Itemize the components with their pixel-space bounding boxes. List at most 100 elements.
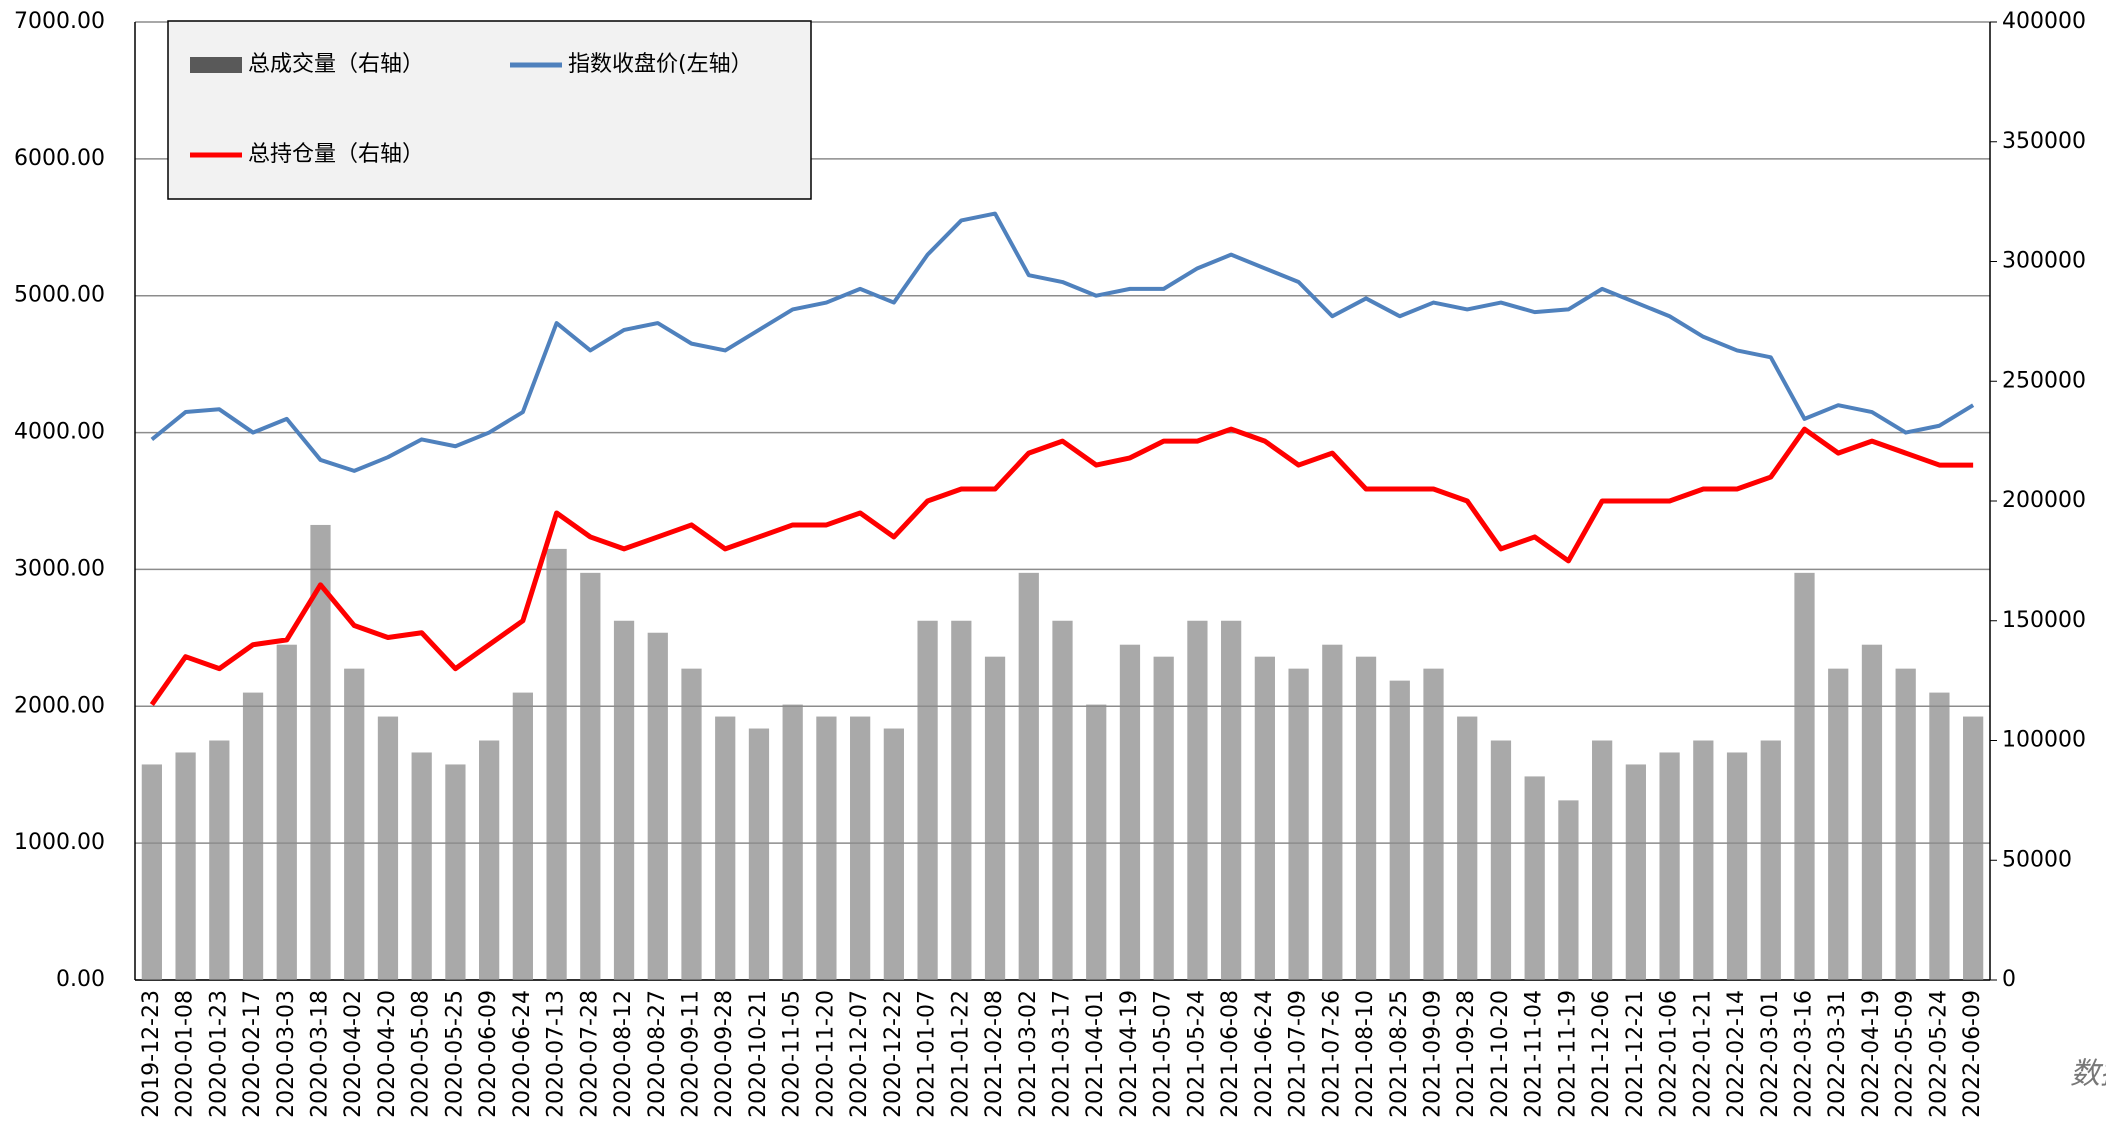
volume-bar — [1153, 656, 1174, 980]
volume-bar — [377, 716, 399, 980]
volume-bar — [1794, 572, 1815, 980]
x-tick-label: 2022-03-01 — [1758, 990, 1783, 1118]
y-tick-label: 1000.00 — [14, 830, 105, 855]
x-tick-label: 2021-12-21 — [1623, 990, 1648, 1118]
volume-bar — [1524, 776, 1545, 980]
x-tick-label: 2021-04-01 — [1083, 990, 1108, 1118]
y2-tick-label: 350000 — [2002, 129, 2086, 154]
volume-bar — [1929, 692, 1950, 980]
x-tick-label: 2020-07-13 — [544, 990, 569, 1118]
volume-bar — [715, 716, 736, 980]
volume-bar — [1963, 716, 1984, 980]
volume-bar — [1828, 668, 1849, 980]
volume-bar — [816, 716, 837, 980]
x-tick-label: 2021-08-10 — [1353, 990, 1378, 1118]
y2-tick-label: 0 — [2002, 967, 2016, 992]
y-tick-label: 6000.00 — [14, 146, 105, 171]
x-tick-label: 2019-12-23 — [139, 990, 164, 1118]
volume-bar — [984, 656, 1006, 980]
volume-bar — [580, 572, 601, 980]
volume-bar — [1288, 668, 1309, 980]
volume-bar — [411, 752, 432, 980]
x-tick-label: 2020-02-17 — [240, 990, 265, 1118]
series-line — [149, 426, 1974, 707]
x-tick-label: 2020-03-18 — [308, 990, 333, 1118]
series-line — [150, 211, 1975, 473]
volume-bar — [1423, 668, 1444, 980]
volume-bar — [209, 740, 230, 980]
x-tick-label: 2021-05-07 — [1151, 990, 1176, 1118]
x-tick-label: 2020-08-27 — [645, 990, 670, 1118]
volume-bar — [175, 752, 196, 980]
y-tick-label: 4000.00 — [14, 420, 105, 445]
volume-bar — [883, 728, 904, 980]
x-tick-label: 2021-09-28 — [1454, 990, 1479, 1118]
volume-bar — [1355, 656, 1377, 980]
volume-bar — [344, 668, 365, 980]
volume-bar — [681, 668, 702, 980]
y-tick-label: 7000.00 — [14, 9, 105, 34]
x-tick-label: 2022-01-21 — [1690, 990, 1715, 1118]
x-tick-label: 2021-02-08 — [982, 990, 1007, 1118]
volume-bar — [1625, 764, 1646, 980]
volume-bar — [917, 620, 938, 980]
volume-bar — [1895, 668, 1916, 980]
x-tick-label: 2021-11-04 — [1522, 990, 1547, 1118]
volume-bar — [1389, 680, 1410, 980]
volume-bar — [276, 644, 297, 980]
y2-tick-label: 200000 — [2002, 488, 2086, 513]
legend-box — [167, 20, 812, 200]
x-tick-label: 2020-09-28 — [712, 990, 737, 1118]
y2-tick-label: 400000 — [2002, 9, 2086, 34]
x-tick-label: 2020-06-09 — [476, 990, 501, 1118]
x-tick-label: 2020-05-08 — [409, 990, 434, 1118]
x-tick-label: 2020-05-25 — [442, 990, 467, 1118]
volume-bar — [479, 740, 500, 980]
x-tick-label: 2022-03-16 — [1792, 990, 1817, 1118]
volume-bar — [1086, 704, 1107, 980]
x-tick-label: 2020-11-05 — [780, 990, 805, 1118]
x-tick-label: 2021-05-24 — [1184, 990, 1209, 1118]
volume-bar — [782, 704, 803, 980]
x-tick-label: 2020-01-23 — [206, 990, 231, 1118]
x-tick-label: 2020-04-20 — [375, 990, 400, 1118]
x-tick-label: 2021-03-02 — [1016, 990, 1041, 1118]
y-tick-label: 2000.00 — [14, 693, 105, 718]
volume-bar — [445, 764, 466, 980]
x-tick-label: 2020-12-07 — [847, 990, 872, 1118]
volume-bar — [1187, 620, 1208, 980]
y-tick-label: 5000.00 — [14, 283, 105, 308]
x-tick-label: 2020-11-20 — [813, 990, 838, 1118]
volume-bar — [1592, 740, 1613, 980]
volume-bar — [242, 692, 264, 980]
y2-tick-label: 100000 — [2002, 728, 2086, 753]
x-tick-label: 2022-04-19 — [1859, 990, 1884, 1118]
volume-bar — [141, 764, 162, 980]
x-tick-label: 2020-04-02 — [341, 990, 366, 1118]
volume-bar — [951, 620, 972, 980]
x-tick-label: 2021-06-08 — [1218, 990, 1243, 1118]
volume-bar — [613, 620, 635, 980]
volume-bar — [310, 524, 331, 980]
volume-bar — [1457, 716, 1478, 980]
legend-label: 指数收盘价(左轴） — [568, 52, 753, 77]
x-tick-label: 2020-07-28 — [577, 990, 602, 1118]
volume-bar — [748, 728, 770, 980]
x-tick-label: 2021-01-22 — [948, 990, 973, 1118]
y-tick-label: 0.00 — [56, 967, 105, 992]
x-tick-label: 2021-08-25 — [1387, 990, 1412, 1118]
volume-bar — [1254, 656, 1275, 980]
x-tick-label: 2022-02-14 — [1724, 990, 1749, 1118]
x-tick-label: 2020-03-03 — [274, 990, 299, 1118]
x-tick-label: 2021-04-19 — [1117, 990, 1142, 1118]
x-tick-label: 2020-10-21 — [746, 990, 771, 1118]
y2-tick-label: 150000 — [2002, 608, 2086, 633]
x-tick-label: 2021-12-06 — [1589, 990, 1614, 1118]
y2-tick-label: 250000 — [2002, 368, 2086, 393]
x-tick-label: 2020-09-11 — [679, 990, 704, 1118]
x-tick-label: 2021-07-09 — [1286, 990, 1311, 1118]
x-tick-label: 2021-06-24 — [1252, 990, 1277, 1118]
volume-bar — [1558, 800, 1579, 980]
volume-bar — [647, 632, 668, 980]
